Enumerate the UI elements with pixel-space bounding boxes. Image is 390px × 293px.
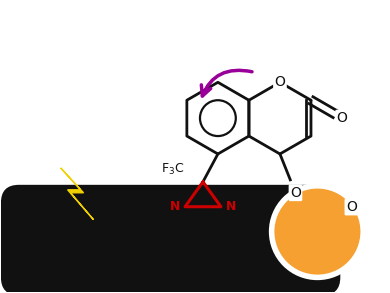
Text: O: O [346, 200, 357, 214]
Text: O: O [337, 111, 347, 125]
Text: N: N [170, 200, 180, 213]
FancyBboxPatch shape [1, 185, 340, 293]
Polygon shape [60, 168, 94, 220]
Text: F$_3$C: F$_3$C [161, 162, 185, 178]
Text: O: O [275, 75, 285, 89]
Circle shape [272, 186, 363, 277]
Text: O: O [290, 186, 301, 200]
Text: N: N [226, 200, 236, 213]
